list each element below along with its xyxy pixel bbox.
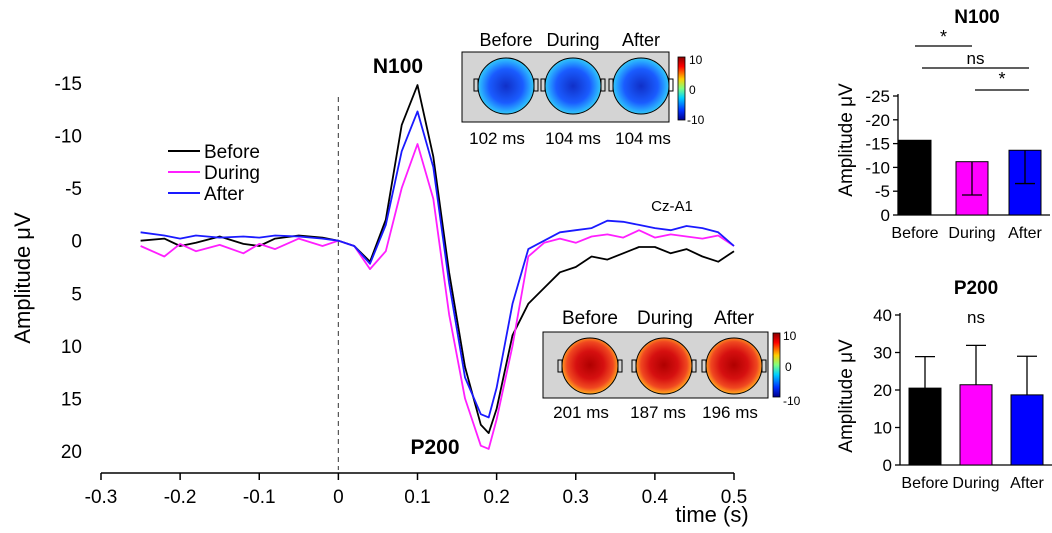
y-tick-label: 0 — [881, 206, 890, 225]
erp-line-after — [140, 110, 735, 419]
topo-latency: 104 ms — [615, 129, 671, 148]
topo-latency: 196 ms — [702, 403, 758, 422]
erp-series — [140, 84, 735, 450]
topo-header: Before — [479, 30, 532, 50]
bar-during — [959, 384, 993, 466]
x-tick-label: During — [948, 225, 995, 242]
colorbar-mid: 0 — [689, 83, 696, 97]
y-tick-label: -10 — [55, 127, 82, 148]
colorbar — [772, 332, 781, 398]
x-tick-label: 0.5 — [721, 487, 747, 508]
x-tick-label: 0.2 — [483, 487, 509, 508]
y-tick-label: 15 — [61, 389, 82, 410]
y-tick-label: 20 — [873, 381, 892, 400]
scalp-map-before — [473, 57, 539, 115]
y-tick-label: 40 — [873, 306, 892, 325]
topo-latency: 201 ms — [553, 403, 609, 422]
topo-header: During — [637, 308, 693, 329]
topomap-inset-n100: Before During After 10 0 -10 102 m — [461, 30, 705, 148]
topo-header: After — [714, 308, 755, 329]
channel-label: Cz-A1 — [651, 198, 693, 215]
scalp-map-during — [631, 337, 697, 395]
erp-axes: -0.3 -0.2 -0.1 0 0.1 0.2 0.3 0.4 0.5 -15 -10 -5 0 5 10… — [55, 74, 748, 508]
y-axis-label: Amplitude μV — [836, 83, 857, 197]
topo-latency: 102 ms — [469, 129, 525, 148]
y-tick-label: -5 — [65, 179, 82, 200]
bar-before — [908, 387, 942, 466]
x-tick-label: 0 — [333, 487, 344, 508]
erp-line-before — [140, 84, 735, 435]
colorbar — [677, 56, 686, 121]
x-tick-label: Before — [901, 475, 948, 492]
y-tick-label: 20 — [61, 442, 82, 463]
colorbar-max: 10 — [689, 53, 703, 67]
y-axis-label: Amplitude μV — [10, 212, 35, 344]
y-tick-label: -10 — [865, 158, 890, 177]
erp-line-during — [140, 143, 735, 450]
y-tick-label: 0 — [71, 232, 82, 253]
y-axis-label: Amplitude μV — [836, 339, 857, 453]
significance-label: * — [940, 27, 947, 47]
legend-label-before: Before — [204, 142, 260, 163]
y-tick-label: -20 — [865, 111, 890, 130]
significance-label: ns — [967, 308, 985, 327]
y-tick-label: 0 — [883, 456, 892, 475]
y-tick-label: -5 — [875, 182, 890, 201]
y-tick-label: 10 — [61, 337, 82, 358]
scalp-map-during — [540, 57, 606, 115]
y-tick-label: -25 — [865, 87, 890, 106]
colorbar-mid: 0 — [785, 360, 792, 374]
legend-label-after: After — [204, 184, 245, 205]
peak-label-p200: P200 — [410, 436, 459, 459]
significance-label: * — [998, 69, 1005, 89]
peak-label-n100: N100 — [373, 55, 423, 78]
scalp-map-before — [557, 337, 623, 395]
y-tick-label: -15 — [55, 74, 82, 95]
topo-header: After — [622, 30, 660, 50]
bar-chart-p200: P200 Amplitude μV 0 10 20 30 40 Before During A… — [836, 278, 1052, 492]
legend: Before During After — [168, 142, 260, 205]
x-tick-label: 0.4 — [642, 487, 669, 508]
y-tick-label: -15 — [865, 135, 890, 154]
topomap-inset-p200: Before During After 10 0 -10 201 m — [542, 308, 801, 422]
colorbar-min: -10 — [783, 394, 801, 408]
topo-latency: 187 ms — [630, 403, 686, 422]
colorbar-max: 10 — [783, 329, 797, 343]
x-axis-label: time (s) — [675, 502, 748, 527]
y-tick-label: 10 — [873, 419, 892, 438]
y-tick-label: 5 — [71, 284, 82, 305]
y-tick-label: 30 — [873, 344, 892, 363]
x-tick-label: 0.1 — [404, 487, 430, 508]
scalp-map-after — [701, 337, 767, 395]
topo-header: Before — [562, 308, 618, 329]
x-tick-label: Before — [891, 225, 938, 242]
x-tick-label: -0.1 — [243, 487, 276, 508]
legend-label-during: During — [204, 163, 260, 184]
bar-chart-title: P200 — [954, 278, 998, 299]
erp-chart: -0.3 -0.2 -0.1 0 0.1 0.2 0.3 0.4 0.5 -15 -10 -5 0 5 10… — [10, 30, 801, 527]
x-tick-label: 0.3 — [563, 487, 589, 508]
scalp-map-after — [608, 57, 674, 115]
colorbar-min: -10 — [687, 113, 705, 127]
x-tick-label: After — [1010, 475, 1044, 492]
topo-latency: 104 ms — [545, 129, 601, 148]
bar-chart-title: N100 — [954, 7, 999, 28]
bar-chart-p200-plot: 0 10 20 30 40 Before During After ns — [873, 306, 1052, 492]
x-tick-label: -0.3 — [85, 487, 118, 508]
significance-label: ns — [967, 49, 985, 68]
topo-header: During — [546, 30, 599, 50]
bar-after — [1010, 394, 1044, 466]
x-tick-label: -0.2 — [164, 487, 197, 508]
x-tick-label: During — [952, 475, 999, 492]
x-tick-label: After — [1008, 225, 1042, 242]
